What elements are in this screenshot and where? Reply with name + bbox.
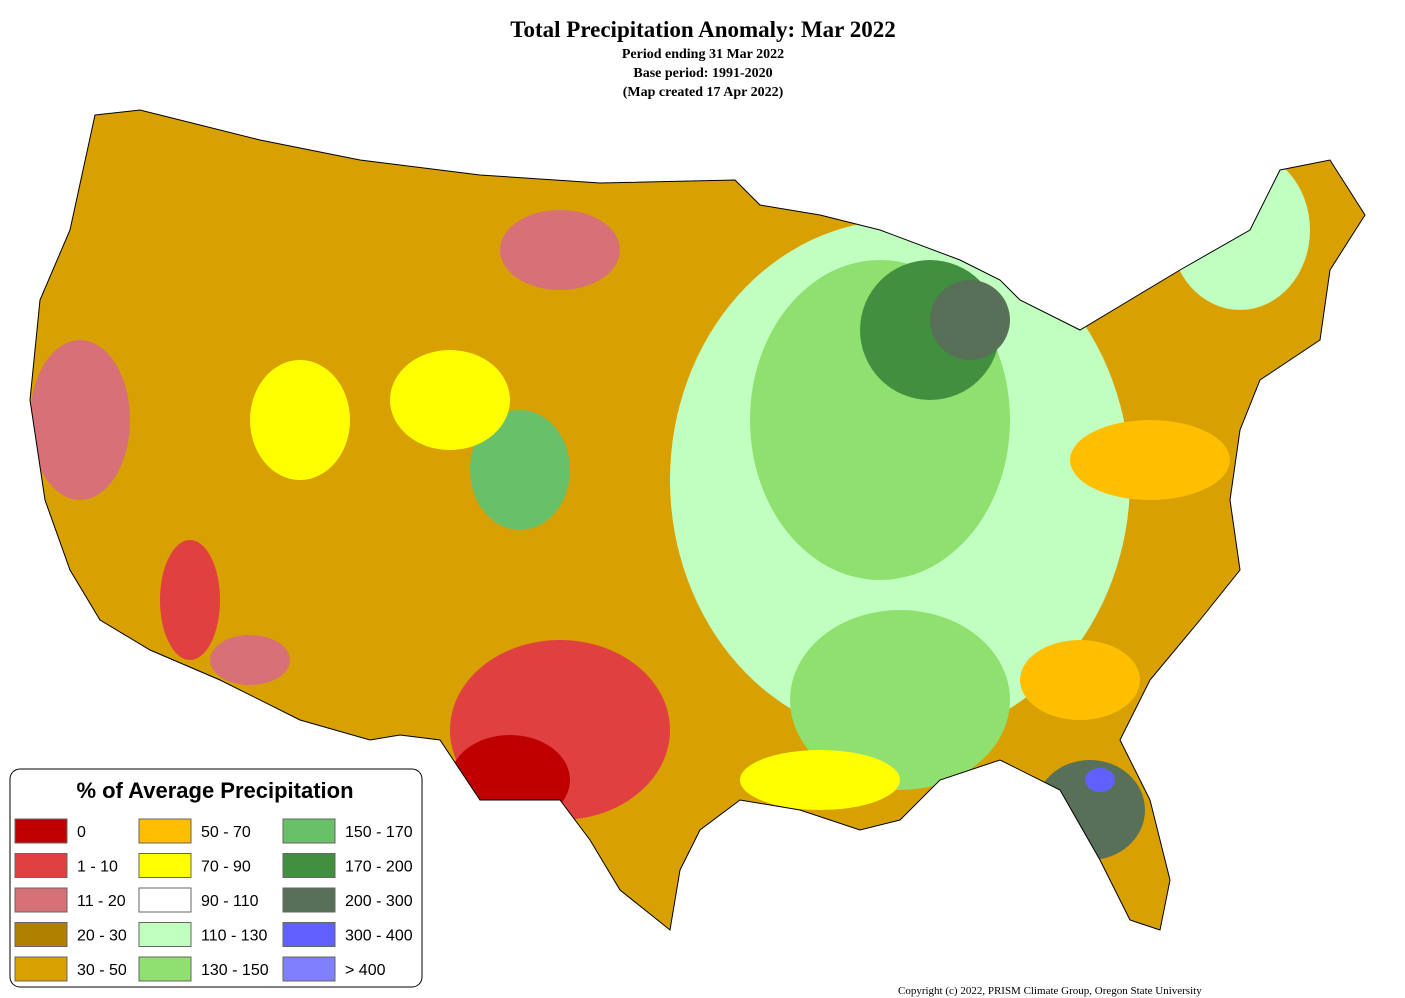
legend-swatch	[282, 922, 336, 947]
legend-swatch	[138, 818, 192, 844]
legend-label: 170 - 200	[345, 859, 413, 876]
legend-swatch	[14, 853, 68, 878]
legend-label: 70 - 90	[201, 859, 251, 876]
legend-label: 200 - 300	[345, 893, 413, 910]
legend-label: 150 - 170	[345, 824, 413, 841]
legend-swatch	[138, 853, 192, 878]
legend-swatch	[282, 818, 336, 844]
legend-swatch	[282, 853, 336, 878]
legend-label: 90 - 110	[201, 893, 259, 910]
subtitle: (Map created 17 Apr 2022)	[623, 85, 784, 100]
legend-swatch	[14, 818, 68, 844]
legend-label: 11 - 20	[77, 893, 126, 910]
legend-swatch	[282, 887, 336, 913]
subtitle: Base period: 1991-2020	[633, 66, 772, 81]
title: Total Precipitation Anomaly: Mar 2022	[510, 17, 895, 42]
subtitle: Period ending 31 Mar 2022	[622, 47, 784, 62]
legend-swatch	[138, 922, 192, 947]
legend-swatch	[14, 956, 68, 982]
legend-swatch	[138, 887, 192, 913]
copyright: Copyright (c) 2022, PRISM Climate Group,…	[898, 985, 1202, 997]
legend-label: 50 - 70	[201, 824, 251, 841]
legend-label: 130 - 150	[201, 962, 269, 979]
legend: 0 1 - 10 11 - 20 20 - 30 30 - 50 50 - 70 70 - …	[14, 818, 413, 982]
legend-swatch	[14, 922, 68, 947]
legend-label: 0	[77, 824, 86, 841]
legend-title: % of Average Precipitation	[76, 778, 353, 803]
legend-label: 300 - 400	[345, 928, 413, 945]
legend-swatch	[282, 956, 336, 982]
legend-label: 20 - 30	[77, 928, 127, 945]
legend-label: 110 - 130	[201, 928, 268, 945]
legend-label: > 400	[345, 962, 386, 979]
legend-label: 1 - 10	[77, 859, 118, 876]
legend-swatch	[138, 956, 192, 982]
legend-label: 30 - 50	[77, 962, 127, 979]
legend-swatch	[14, 887, 68, 913]
